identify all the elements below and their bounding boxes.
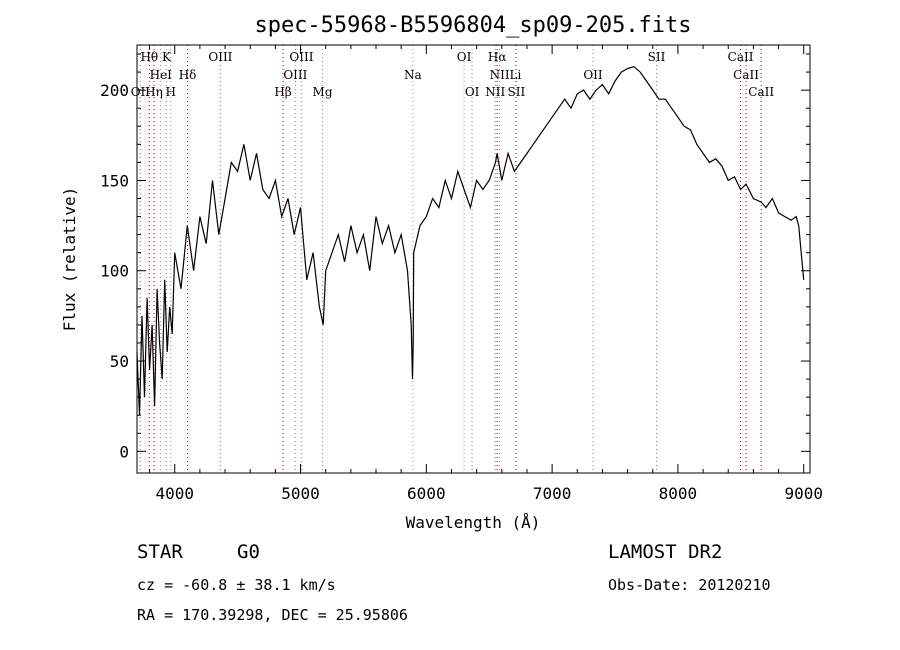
spectral-line-label: SII <box>508 85 526 99</box>
spectrum-line <box>136 66 805 416</box>
survey-name: LAMOST DR2 <box>608 541 722 563</box>
spectral-line-label: CaII <box>728 50 754 64</box>
object-subclass: G0 <box>237 541 260 563</box>
coordinates-text: RA = 170.39298, DEC = 25.95806 <box>137 606 408 624</box>
spectrum-series <box>136 66 805 416</box>
y-tick-label: 50 <box>110 352 129 371</box>
spectral-line-label: Na <box>404 68 422 82</box>
spectral-line-label: CaII <box>733 68 759 82</box>
spectral-line-label: NII <box>490 68 510 82</box>
obs-date: Obs-Date: 20120210 <box>608 576 771 594</box>
y-tick-label: 100 <box>100 262 129 281</box>
chart-title: spec-55968-B5596804_sp09-205.fits <box>254 13 691 38</box>
x-tick-label: 9000 <box>784 484 823 503</box>
redshift-text: cz = -60.8 ± 38.1 km/s <box>137 576 336 594</box>
spectral-line-label: OII <box>583 68 603 82</box>
spectral-line-label: OI <box>457 50 472 64</box>
y-axis-label: Flux (relative) <box>60 187 79 332</box>
spectral-line-markers <box>139 45 762 473</box>
spectral-line-label: HeI <box>150 68 173 82</box>
x-axis: 4000 5000 6000 7000 8000 9000 <box>149 45 823 503</box>
spectral-line-label: Li <box>509 68 521 82</box>
x-tick-label: 4000 <box>155 484 194 503</box>
y-tick-label: 200 <box>100 81 129 100</box>
x-tick-label: 6000 <box>407 484 446 503</box>
x-tick-label: 8000 <box>659 484 698 503</box>
spectral-line-label: OI <box>465 85 480 99</box>
spectral-line-label: OIII <box>208 50 232 64</box>
spectral-line-label: OIII <box>283 68 307 82</box>
spectral-line-label: Hθ <box>140 50 158 64</box>
plot-frame <box>136 44 811 474</box>
spectral-line-label: Mg <box>313 85 333 99</box>
spectral-line-label: OIII <box>289 50 313 64</box>
spectral-line-label: CaII <box>748 85 774 99</box>
y-axis: 0 50 100 150 200 <box>100 53 810 461</box>
x-tick-label: 7000 <box>533 484 572 503</box>
spectral-line-label: NII <box>485 85 505 99</box>
object-class: STAR <box>137 541 183 563</box>
spectral-line-label: Hα <box>488 50 507 64</box>
x-axis-label: Wavelength (Å) <box>406 513 541 532</box>
spectral-line-label: Hδ <box>179 68 197 82</box>
x-tick-label: 5000 <box>281 484 320 503</box>
spectral-line-label: K <box>162 50 172 64</box>
spectral-line-label: SII <box>648 50 666 64</box>
y-tick-label: 150 <box>100 171 129 190</box>
spectral-line-label: H <box>165 85 175 99</box>
spectral-line-label: Hη <box>145 85 163 99</box>
spectral-line-label: Hβ <box>274 85 291 99</box>
spectral-line-label: OII <box>131 85 151 99</box>
y-tick-label: 0 <box>119 442 129 461</box>
